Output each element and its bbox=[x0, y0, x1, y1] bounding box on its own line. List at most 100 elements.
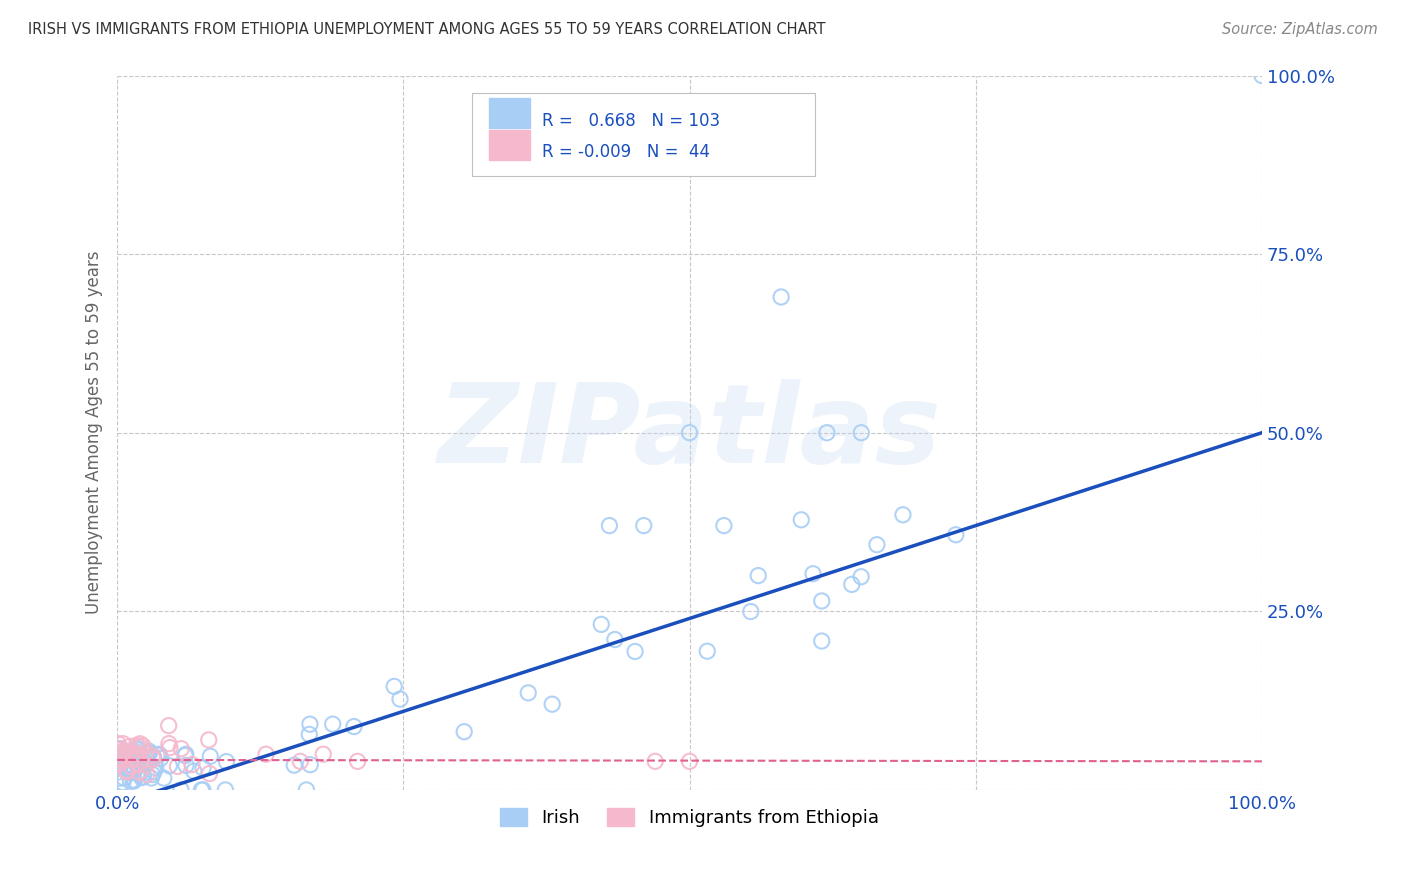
Point bbox=[129, 748, 152, 763]
Point bbox=[127, 754, 149, 768]
Point bbox=[283, 758, 305, 772]
Point bbox=[747, 568, 769, 582]
Point bbox=[453, 724, 475, 739]
Point bbox=[142, 752, 165, 766]
Point bbox=[644, 755, 666, 769]
Point bbox=[108, 756, 131, 771]
Point bbox=[945, 528, 967, 542]
Point bbox=[696, 644, 718, 658]
Point bbox=[790, 513, 813, 527]
Point bbox=[121, 760, 143, 774]
Point bbox=[110, 746, 132, 760]
Point bbox=[143, 764, 166, 779]
Point bbox=[145, 761, 167, 775]
Point bbox=[108, 742, 131, 756]
Point bbox=[142, 767, 165, 781]
Point bbox=[290, 755, 312, 769]
Point bbox=[136, 747, 159, 761]
Point bbox=[125, 759, 148, 773]
Point bbox=[131, 771, 153, 785]
Point bbox=[107, 750, 129, 764]
Point bbox=[124, 764, 146, 778]
Point bbox=[159, 740, 181, 755]
Point bbox=[312, 747, 335, 762]
Point bbox=[124, 755, 146, 769]
Point bbox=[112, 754, 135, 768]
Point bbox=[713, 518, 735, 533]
Point bbox=[120, 764, 142, 779]
Point bbox=[110, 741, 132, 756]
Point bbox=[120, 765, 142, 780]
Point bbox=[298, 717, 321, 731]
Text: R = -0.009   N =  44: R = -0.009 N = 44 bbox=[541, 143, 710, 161]
Point bbox=[111, 744, 134, 758]
Point bbox=[166, 759, 188, 773]
Point bbox=[215, 755, 238, 769]
Point bbox=[108, 741, 131, 756]
Point bbox=[125, 752, 148, 766]
Point bbox=[128, 739, 150, 753]
Point bbox=[851, 425, 873, 440]
Point bbox=[127, 741, 149, 756]
Point bbox=[122, 759, 145, 773]
Point bbox=[141, 748, 163, 763]
Point bbox=[114, 748, 136, 763]
Point bbox=[125, 739, 148, 753]
Point bbox=[112, 746, 135, 760]
Point bbox=[138, 744, 160, 758]
Point bbox=[174, 758, 197, 772]
Point bbox=[197, 732, 219, 747]
FancyBboxPatch shape bbox=[472, 94, 815, 176]
Point bbox=[190, 783, 212, 797]
Point bbox=[107, 737, 129, 751]
Point bbox=[254, 747, 277, 762]
Point bbox=[110, 757, 132, 772]
Point bbox=[678, 425, 700, 440]
Point bbox=[517, 686, 540, 700]
Point bbox=[121, 746, 143, 760]
Point bbox=[624, 644, 647, 658]
Point bbox=[1251, 69, 1274, 83]
Point bbox=[170, 783, 193, 797]
Point bbox=[132, 770, 155, 784]
Point bbox=[135, 758, 157, 772]
Point bbox=[105, 742, 128, 756]
Point bbox=[125, 747, 148, 762]
Point bbox=[135, 756, 157, 771]
Point bbox=[127, 752, 149, 766]
Text: ZIPatlas: ZIPatlas bbox=[437, 379, 942, 486]
Legend: Irish, Immigrants from Ethiopia: Irish, Immigrants from Ethiopia bbox=[494, 801, 886, 835]
Point bbox=[122, 773, 145, 788]
Point bbox=[183, 764, 205, 779]
Point bbox=[801, 566, 824, 581]
Point bbox=[128, 767, 150, 781]
Point bbox=[124, 752, 146, 766]
Point bbox=[191, 783, 214, 797]
Point bbox=[108, 759, 131, 773]
Point bbox=[841, 577, 863, 591]
Point bbox=[129, 737, 152, 751]
Point bbox=[322, 717, 344, 731]
Point bbox=[135, 767, 157, 781]
Point bbox=[107, 765, 129, 780]
Point bbox=[115, 752, 138, 766]
Point bbox=[633, 518, 655, 533]
Point bbox=[146, 747, 169, 762]
Point bbox=[770, 290, 793, 304]
Bar bbox=[489, 130, 530, 160]
Point bbox=[174, 748, 197, 763]
Bar bbox=[489, 98, 530, 128]
Point bbox=[121, 747, 143, 761]
Point bbox=[298, 727, 321, 741]
Point bbox=[127, 759, 149, 773]
Point bbox=[157, 737, 180, 751]
Point bbox=[118, 739, 141, 754]
Point bbox=[170, 741, 193, 756]
Point bbox=[149, 751, 172, 765]
Point bbox=[125, 744, 148, 758]
Point bbox=[125, 747, 148, 762]
Point bbox=[138, 746, 160, 760]
Point bbox=[389, 692, 412, 706]
Point bbox=[382, 680, 405, 694]
Point bbox=[120, 760, 142, 774]
